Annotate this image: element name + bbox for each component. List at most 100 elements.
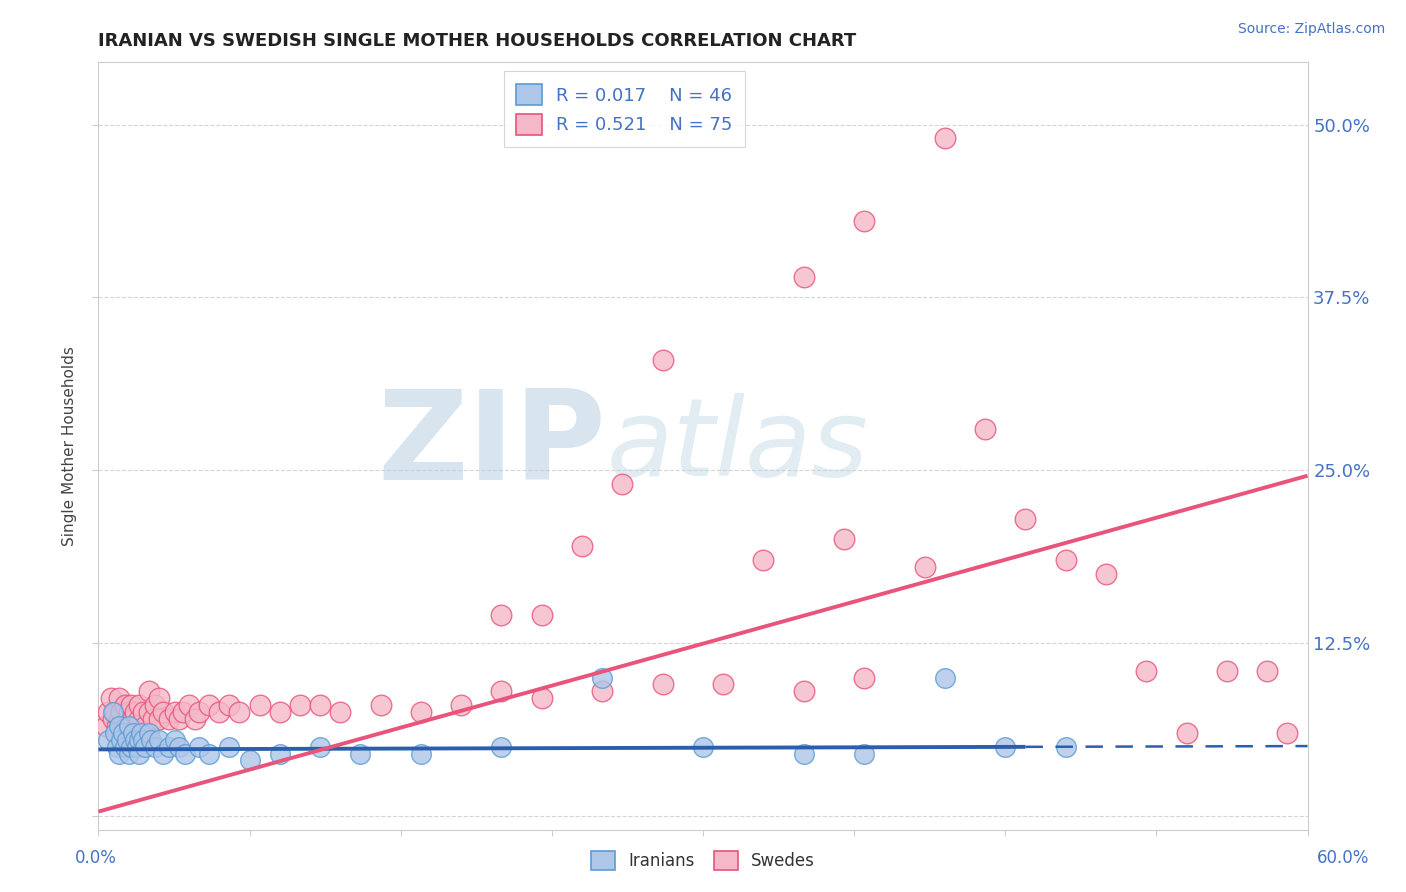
- Text: ZIP: ZIP: [378, 385, 606, 507]
- Point: [157, 712, 180, 726]
- Point: [711, 677, 734, 691]
- Point: [994, 739, 1017, 754]
- Point: [111, 719, 134, 733]
- Point: [118, 747, 141, 761]
- Point: [793, 684, 815, 698]
- Point: [612, 477, 634, 491]
- Point: [101, 705, 124, 719]
- Point: [1095, 566, 1118, 581]
- Point: [172, 705, 194, 719]
- Point: [309, 739, 332, 754]
- Point: [198, 747, 221, 761]
- Point: [118, 719, 141, 733]
- Point: [105, 739, 128, 754]
- Point: [143, 698, 166, 713]
- Point: [1175, 726, 1198, 740]
- Legend: Iranians, Swedes: Iranians, Swedes: [585, 844, 821, 877]
- Point: [1054, 553, 1077, 567]
- Point: [1277, 726, 1299, 740]
- Point: [138, 705, 160, 719]
- Point: [309, 698, 332, 713]
- Point: [138, 684, 160, 698]
- Text: 60.0%: 60.0%: [1316, 849, 1369, 867]
- Point: [269, 705, 291, 719]
- Point: [101, 712, 124, 726]
- Point: [157, 739, 180, 754]
- Point: [188, 705, 211, 719]
- Point: [143, 739, 166, 754]
- Text: atlas: atlas: [606, 393, 868, 499]
- Point: [934, 131, 956, 145]
- Point: [370, 698, 392, 713]
- Point: [152, 747, 174, 761]
- Point: [97, 705, 120, 719]
- Point: [450, 698, 472, 713]
- Point: [208, 705, 231, 719]
- Point: [167, 739, 190, 754]
- Point: [239, 754, 262, 768]
- Point: [228, 705, 250, 719]
- Point: [198, 698, 221, 713]
- Point: [218, 698, 240, 713]
- Point: [349, 747, 371, 761]
- Point: [148, 732, 170, 747]
- Point: [134, 739, 156, 754]
- Point: [591, 684, 613, 698]
- Point: [124, 732, 146, 747]
- Point: [121, 712, 143, 726]
- Point: [114, 739, 136, 754]
- Point: [249, 698, 271, 713]
- Y-axis label: Single Mother Households: Single Mother Households: [62, 346, 77, 546]
- Point: [974, 422, 997, 436]
- Point: [110, 732, 132, 747]
- Point: [409, 705, 432, 719]
- Point: [111, 726, 134, 740]
- Point: [832, 533, 855, 547]
- Point: [288, 698, 311, 713]
- Point: [128, 732, 150, 747]
- Point: [163, 705, 186, 719]
- Point: [120, 739, 142, 754]
- Point: [163, 732, 186, 747]
- Point: [118, 705, 141, 719]
- Point: [1014, 511, 1036, 525]
- Point: [125, 719, 148, 733]
- Point: [491, 739, 513, 754]
- Point: [571, 539, 593, 553]
- Point: [142, 712, 165, 726]
- Point: [152, 705, 174, 719]
- Point: [103, 726, 125, 740]
- Point: [148, 691, 170, 706]
- Point: [1054, 739, 1077, 754]
- Point: [110, 705, 132, 719]
- Point: [491, 684, 513, 698]
- Point: [148, 712, 170, 726]
- Point: [1216, 664, 1239, 678]
- Point: [853, 671, 876, 685]
- Point: [167, 712, 190, 726]
- Point: [107, 712, 129, 726]
- Point: [97, 732, 120, 747]
- Point: [132, 705, 155, 719]
- Point: [100, 691, 122, 706]
- Point: [329, 705, 352, 719]
- Point: [793, 747, 815, 761]
- Point: [115, 732, 138, 747]
- Point: [409, 747, 432, 761]
- Point: [107, 747, 129, 761]
- Point: [491, 608, 513, 623]
- Point: [118, 719, 141, 733]
- Text: Source: ZipAtlas.com: Source: ZipAtlas.com: [1237, 22, 1385, 37]
- Point: [121, 726, 143, 740]
- Point: [651, 352, 673, 367]
- Point: [752, 553, 775, 567]
- Point: [530, 691, 553, 706]
- Point: [107, 691, 129, 706]
- Point: [124, 705, 146, 719]
- Point: [128, 698, 150, 713]
- Point: [692, 739, 714, 754]
- Point: [114, 698, 136, 713]
- Point: [96, 719, 118, 733]
- Point: [134, 719, 156, 733]
- Point: [651, 677, 673, 691]
